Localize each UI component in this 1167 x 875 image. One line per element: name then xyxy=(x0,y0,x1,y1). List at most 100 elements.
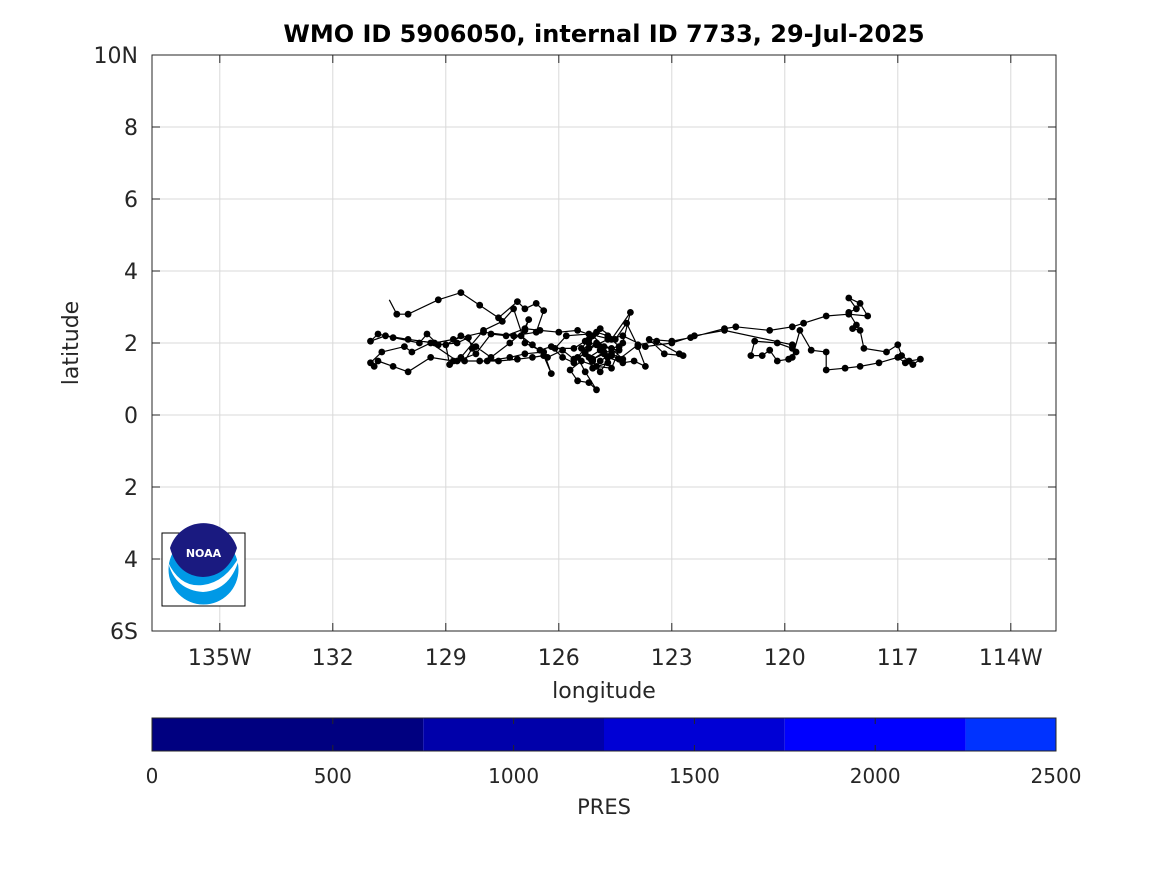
chart-title: WMO ID 5906050, internal ID 7733, 29-Jul… xyxy=(283,20,924,48)
colorbar-frame xyxy=(151,717,1057,752)
profile-point xyxy=(536,327,544,334)
profile-point xyxy=(404,336,412,343)
profile-point xyxy=(917,355,924,363)
profile-point xyxy=(574,377,581,385)
trajectory-line xyxy=(369,291,921,391)
profile-point xyxy=(502,332,510,340)
profile-point xyxy=(822,366,830,374)
profile-point xyxy=(668,339,676,347)
profile-point xyxy=(608,350,615,358)
colorbar-tick-label: 0 xyxy=(146,764,159,788)
profile-point xyxy=(480,327,487,334)
float-trajectory xyxy=(367,289,924,394)
profile-point xyxy=(559,354,566,361)
profile-point xyxy=(367,359,374,367)
y-tick-label: 6S xyxy=(110,620,138,645)
profile-point xyxy=(442,341,450,349)
y-axis-label: latitude xyxy=(59,301,84,385)
profile-point xyxy=(630,357,638,365)
profile-point xyxy=(472,343,480,350)
profile-point xyxy=(732,323,740,331)
logo-text: NOAA xyxy=(186,547,222,560)
profile-point xyxy=(570,359,578,367)
colorbar-tick-label: 500 xyxy=(314,764,352,788)
colorbar-segment xyxy=(152,718,424,751)
profile-point xyxy=(679,352,687,359)
profile-point xyxy=(604,359,612,367)
profile-point xyxy=(367,337,374,345)
profile-point xyxy=(581,350,589,358)
profile-point xyxy=(822,348,830,356)
colorbar-tick-label: 2000 xyxy=(850,764,901,788)
profile-point xyxy=(894,354,902,361)
profile-point xyxy=(404,368,412,376)
profile-point xyxy=(773,357,781,365)
profile-point xyxy=(608,345,615,352)
colorbar-tick-label: 2500 xyxy=(1031,764,1082,788)
profile-point xyxy=(645,336,653,343)
profile-point xyxy=(514,298,521,305)
profile-point xyxy=(807,346,815,354)
profile-point xyxy=(498,318,506,325)
profile-point xyxy=(476,301,484,309)
profile-point xyxy=(766,346,774,354)
logo-seagull xyxy=(168,555,240,592)
profile-point xyxy=(822,312,830,320)
profile-point xyxy=(751,337,759,345)
profile-point xyxy=(393,310,401,318)
x-tick-label: 123 xyxy=(651,646,693,671)
profile-point xyxy=(800,319,807,327)
profile-point xyxy=(627,309,634,316)
profile-point xyxy=(408,348,416,356)
profile-point xyxy=(585,379,593,386)
profile-point xyxy=(860,345,868,352)
profile-point xyxy=(521,327,529,334)
profile-point xyxy=(559,346,566,354)
profile-point xyxy=(721,327,728,334)
profile-point xyxy=(578,357,585,365)
profile-point xyxy=(389,334,397,341)
profile-point xyxy=(792,348,800,356)
profile-point xyxy=(619,332,627,340)
profile-point xyxy=(401,343,408,350)
y-tick-label: 4 xyxy=(124,548,138,573)
profile-point xyxy=(634,341,642,349)
profile-point xyxy=(596,368,604,376)
profile-point xyxy=(856,363,864,370)
profile-point xyxy=(853,305,860,313)
profile-point xyxy=(536,346,544,354)
profile-point xyxy=(487,330,495,338)
profile-point xyxy=(446,361,453,368)
profile-point xyxy=(453,339,461,347)
profile-point xyxy=(521,339,529,347)
profile-point xyxy=(796,327,804,334)
profile-point xyxy=(521,305,529,313)
profile-point xyxy=(521,350,529,358)
x-axis-label: longitude xyxy=(552,679,656,704)
profile-point xyxy=(585,330,593,338)
profile-point xyxy=(374,330,382,338)
profile-point xyxy=(562,332,570,340)
x-tick-label: 132 xyxy=(312,646,354,671)
profile-point xyxy=(427,339,435,347)
colorbar-label: PRES xyxy=(577,795,631,819)
profile-point xyxy=(653,337,661,345)
profile-point xyxy=(434,296,442,304)
profile-point xyxy=(593,386,600,394)
profile-point xyxy=(547,370,555,377)
profile-point xyxy=(596,357,604,365)
y-tick-label: 4 xyxy=(124,260,138,285)
profile-point xyxy=(642,343,649,350)
x-tick-label: 114W xyxy=(979,646,1043,671)
profile-point xyxy=(642,363,649,370)
profile-point xyxy=(423,330,431,338)
profile-point xyxy=(615,343,623,350)
y-tick-label: 10N xyxy=(94,44,138,69)
profile-point xyxy=(547,343,555,350)
y-tick-label: 8 xyxy=(124,116,138,141)
profile-point xyxy=(788,341,796,349)
profile-point xyxy=(589,364,597,372)
profile-point xyxy=(758,352,766,359)
x-tick-label: 120 xyxy=(764,646,806,671)
